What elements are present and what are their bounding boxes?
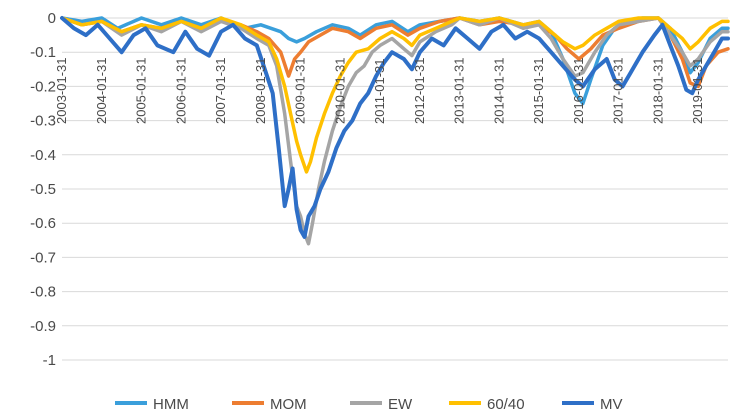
x-tick-label: 2005-01-31	[134, 58, 149, 125]
legend-item: MOM	[232, 396, 307, 413]
x-tick-label: 2017-01-31	[611, 58, 626, 125]
y-tick-label: -0.3	[30, 113, 56, 130]
gridlines	[62, 17, 728, 361]
legend-label: 60/40	[487, 396, 525, 413]
y-tick-label: -1	[43, 352, 56, 369]
series-line-ew	[60, 16, 730, 246]
x-tick-label: 2019-01-31	[690, 58, 705, 125]
y-tick-label: -0.9	[30, 318, 56, 335]
x-tick-label: 2008-01-31	[253, 58, 268, 125]
legend-label: EW	[388, 396, 413, 413]
series-line-60-40	[60, 16, 730, 174]
y-tick-label: -0.7	[30, 249, 56, 266]
x-tick-label: 2011-01-31	[372, 58, 387, 124]
y-tick-label: -0.8	[30, 284, 56, 301]
x-tick-label: 2014-01-31	[491, 57, 506, 124]
y-axis-ticks: 0 -0.1 -0.2 -0.3 -0.4 -0.5 -0.6 -0.7 -0.8 -0.9 -1	[30, 10, 56, 369]
x-tick-label: 2012-01-31	[412, 58, 427, 125]
x-tick-label: 2016-01-31	[571, 58, 586, 125]
x-tick-label: 2003-01-31	[54, 58, 69, 125]
y-tick-label: -0.6	[30, 215, 56, 232]
x-tick-label: 2007-01-31	[213, 58, 228, 125]
x-tick-label: 2009-01-31	[293, 58, 308, 125]
legend-item: 60/40	[449, 396, 525, 413]
legend-label: HMM	[153, 396, 189, 413]
x-tick-label: 2013-01-31	[452, 58, 467, 125]
y-tick-label: -0.2	[30, 78, 56, 95]
y-tick-label: -0.1	[30, 44, 56, 61]
x-tick-label: 2010-01-31	[332, 58, 347, 125]
x-tick-label: 2015-01-31	[531, 58, 546, 125]
legend-item: MV	[562, 396, 623, 413]
y-tick-label: -0.4	[30, 147, 56, 164]
series-line-mv	[60, 16, 730, 239]
legend: HMM MOM EW 60/40 MV	[115, 396, 623, 413]
series-lines	[60, 16, 730, 246]
legend-item: HMM	[115, 396, 189, 413]
y-tick-label: 0	[48, 10, 56, 27]
legend-item: EW	[350, 396, 413, 413]
legend-label: MV	[600, 396, 623, 413]
legend-label: MOM	[270, 396, 307, 413]
x-axis-ticks: 2003-01-31 2004-01-31 2005-01-31 2006-01-31…	[54, 57, 705, 124]
x-tick-label: 2004-01-31	[94, 57, 109, 124]
y-tick-label: -0.5	[30, 181, 56, 198]
x-tick-label: 2018-01-31	[650, 58, 665, 125]
x-tick-label: 2006-01-31	[173, 58, 188, 125]
